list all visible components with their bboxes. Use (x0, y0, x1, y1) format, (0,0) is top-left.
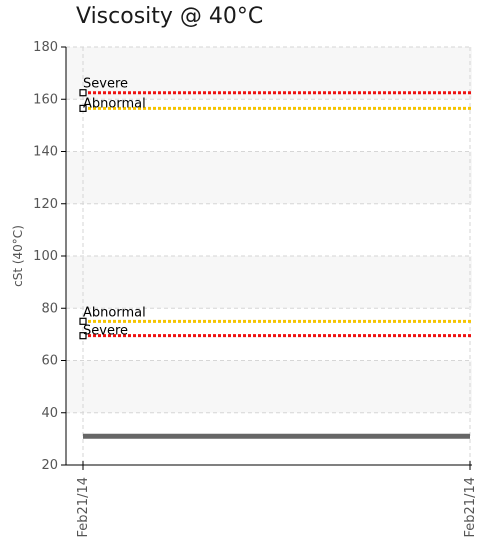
y-tick-label: 140 (33, 145, 58, 160)
plot-band (66, 360, 472, 413)
threshold-marker (79, 332, 87, 340)
plot-band (66, 47, 472, 100)
threshold-label: Severe (83, 324, 128, 339)
x-tick-label: Feb21/14 (76, 477, 91, 537)
y-tick-label: 60 (41, 354, 58, 369)
y-tick-label: 20 (41, 458, 58, 473)
threshold-marker (79, 104, 87, 112)
plot-band (66, 256, 472, 309)
y-tick-label: 180 (33, 40, 58, 55)
y-tick-label: 100 (33, 249, 58, 264)
threshold-marker (79, 317, 87, 325)
y-tick-label: 160 (33, 92, 58, 107)
y-tick-label: 40 (41, 406, 58, 421)
y-tick-label: 120 (33, 197, 58, 212)
y-axis-label: cSt (40°C) (11, 225, 25, 287)
y-tick-label: 80 (41, 301, 58, 316)
threshold-marker (79, 89, 87, 97)
x-tick-label: Feb21/14 (463, 477, 478, 537)
plot-band (66, 151, 472, 204)
threshold-label: Abnormal (83, 305, 146, 320)
threshold-label: Severe (83, 77, 128, 92)
chart-title: Viscosity @ 40°C (76, 4, 264, 29)
threshold-label: Abnormal (83, 96, 146, 111)
